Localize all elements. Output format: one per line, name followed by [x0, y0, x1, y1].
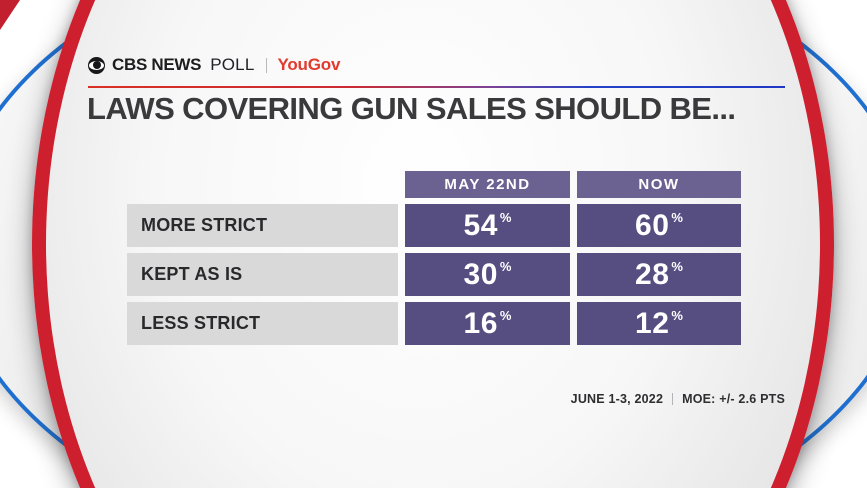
value-more-strict-now: 60 %	[577, 204, 741, 247]
percent-sign: %	[671, 259, 683, 274]
cbs-news-wordmark: CBS NEWS	[112, 55, 202, 74]
brand-divider	[265, 57, 267, 73]
value-number: 60	[635, 208, 670, 242]
row-label-kept-as-is: KEPT AS IS	[127, 253, 398, 296]
poll-table: MAY 22ND NOW MORE STRICT 54 % 60 % KEPT …	[127, 171, 741, 345]
value-kept-as-is-now: 28 %	[577, 253, 741, 296]
branding-bar: CBS NEWS POLL YouGov	[88, 55, 340, 75]
value-less-strict-now: 12 %	[577, 302, 741, 345]
table-corner-spacer	[127, 171, 398, 198]
margin-of-error: MOE: +/- 2.6 PTS	[682, 392, 785, 406]
value-number: 54	[463, 208, 498, 242]
percent-sign: %	[499, 308, 512, 323]
value-number: 16	[463, 306, 498, 340]
value-number: 12	[635, 306, 670, 340]
cbs-eye-pupil	[92, 61, 101, 69]
percent-sign: %	[499, 259, 512, 274]
footer-divider	[672, 393, 674, 405]
poll-date-range: JUNE 1-3, 2022	[570, 392, 664, 406]
footer-source-line: JUNE 1-3, 2022 MOE: +/- 2.6 PTS	[571, 392, 785, 406]
column-header-may22: MAY 22ND	[405, 171, 570, 198]
cbs-eye-icon	[88, 56, 105, 74]
row-label-less-strict: LESS STRICT	[127, 302, 398, 345]
value-more-strict-may22: 54 %	[405, 204, 570, 247]
column-header-now: NOW	[577, 171, 741, 198]
percent-sign: %	[499, 210, 512, 225]
percent-sign: %	[671, 308, 683, 323]
value-kept-as-is-may22: 30 %	[405, 253, 570, 296]
poll-label: POLL	[210, 55, 255, 74]
gradient-rule	[88, 86, 785, 88]
yougov-wordmark: YouGov	[277, 55, 341, 74]
value-number: 28	[635, 257, 670, 291]
value-less-strict-may22: 16 %	[405, 302, 570, 345]
row-label-more-strict: MORE STRICT	[127, 204, 398, 247]
value-number: 30	[463, 257, 498, 291]
percent-sign: %	[671, 210, 683, 225]
page-title: LAWS COVERING GUN SALES SHOULD BE...	[87, 91, 736, 126]
